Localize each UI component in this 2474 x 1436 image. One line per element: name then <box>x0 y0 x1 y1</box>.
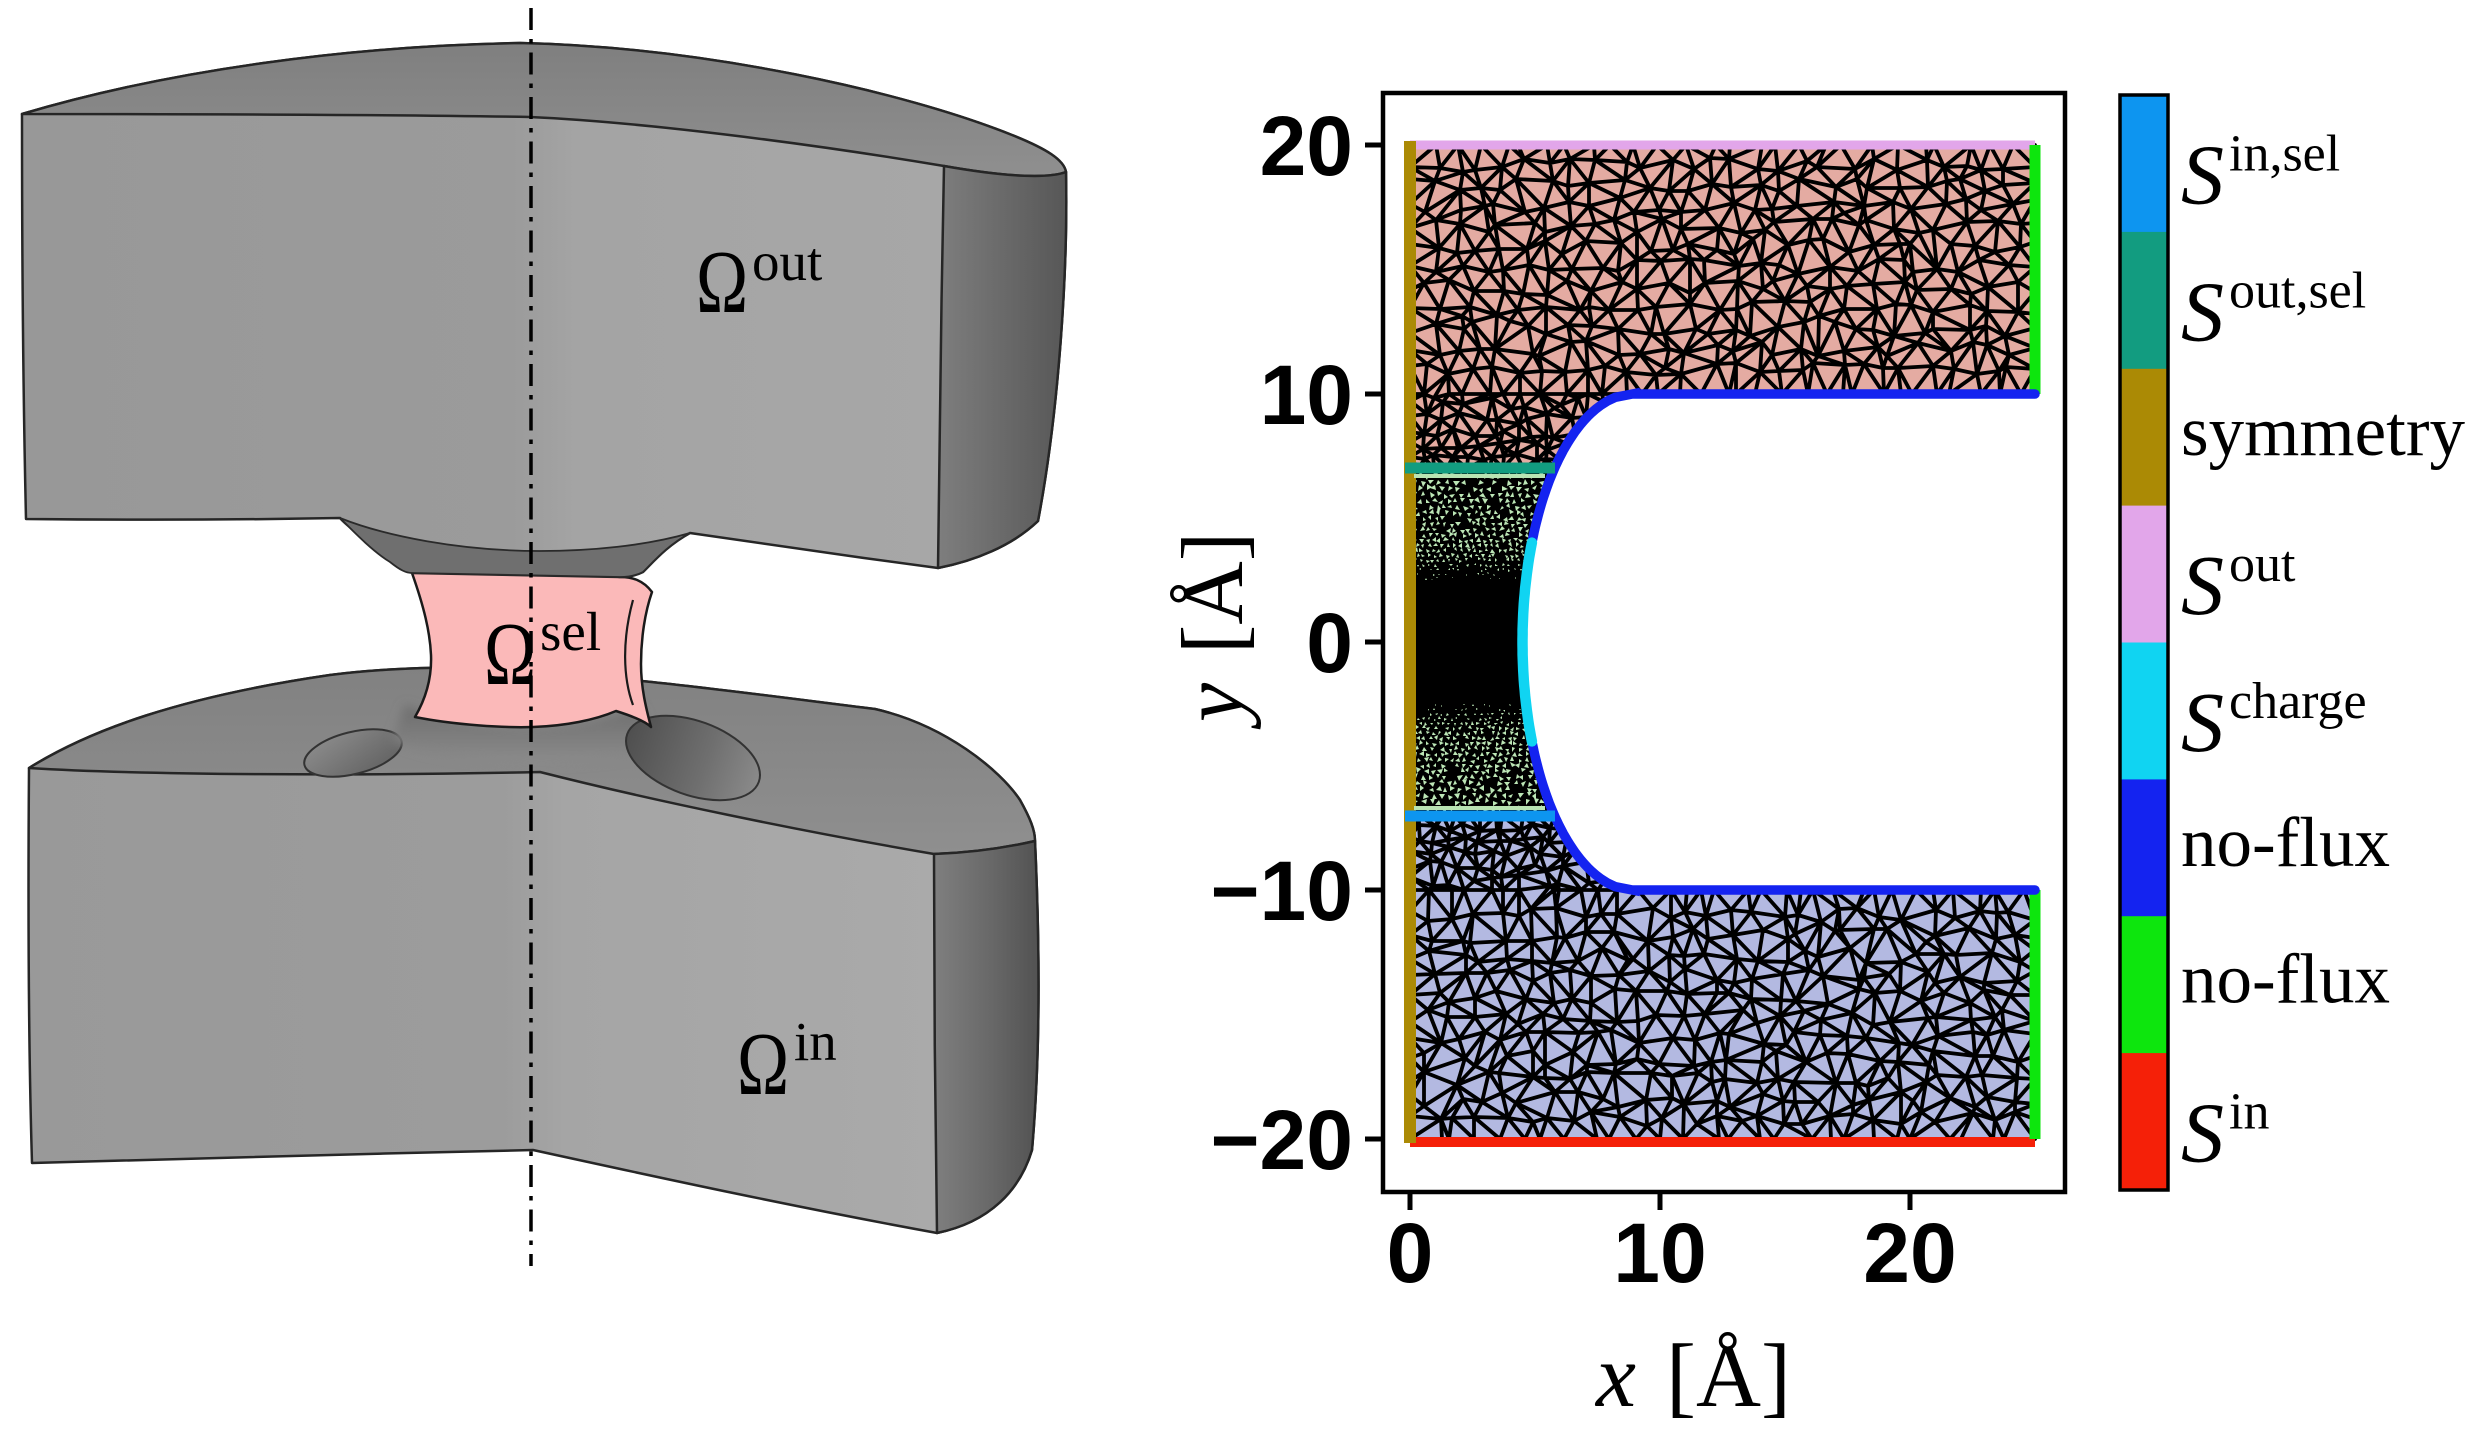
svg-text:S: S <box>2181 674 2224 770</box>
svg-text:0: 0 <box>1387 1206 1434 1300</box>
svg-text:S: S <box>2181 126 2224 222</box>
svg-text:no-flux: no-flux <box>2181 804 2390 882</box>
svg-text:S: S <box>2181 1085 2224 1181</box>
svg-text:sel: sel <box>540 601 601 662</box>
svg-text:symmetry: symmetry <box>2181 393 2465 471</box>
svg-text:[Å]: [Å] <box>1666 1327 1791 1426</box>
svg-text:Ω: Ω <box>737 1015 789 1114</box>
svg-text:in: in <box>2229 1084 2269 1141</box>
svg-text:0: 0 <box>1306 596 1353 690</box>
svg-text:out: out <box>752 231 822 292</box>
svg-text:[Å]: [Å] <box>1165 532 1262 654</box>
svg-text:20: 20 <box>1863 1206 1956 1300</box>
svg-text:S: S <box>2181 263 2224 359</box>
svg-text:y: y <box>1165 682 1262 730</box>
svg-text:x: x <box>1594 1327 1636 1426</box>
svg-text:in,sel: in,sel <box>2229 125 2340 182</box>
svg-text:no-flux: no-flux <box>2181 941 2390 1019</box>
svg-text:−20: −20 <box>1211 1093 1354 1187</box>
svg-text:charge: charge <box>2229 673 2367 730</box>
svg-text:20: 20 <box>1260 99 1353 193</box>
svg-text:S: S <box>2181 537 2224 633</box>
svg-text:10: 10 <box>1260 348 1353 442</box>
svg-text:−10: −10 <box>1211 844 1354 938</box>
svg-text:Ω: Ω <box>484 605 536 704</box>
svg-text:out: out <box>2229 536 2296 593</box>
svg-text:out,sel: out,sel <box>2229 262 2366 319</box>
svg-text:Ω: Ω <box>696 233 748 332</box>
svg-text:in: in <box>794 1011 837 1072</box>
svg-text:10: 10 <box>1613 1206 1706 1300</box>
